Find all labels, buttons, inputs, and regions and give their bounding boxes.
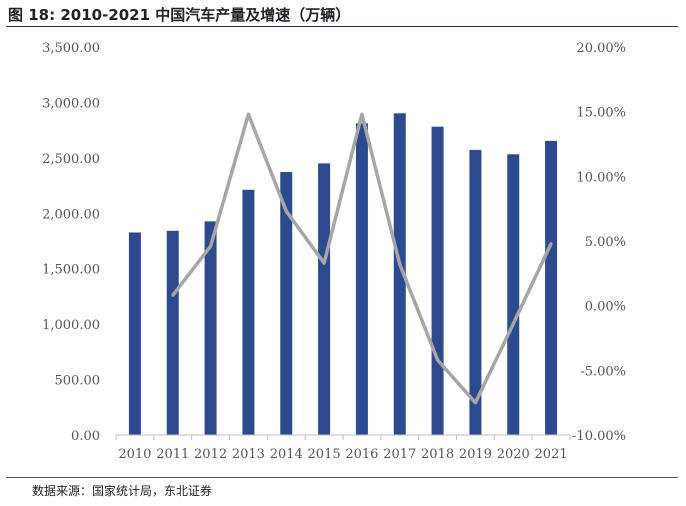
bar-2015 (318, 163, 331, 435)
growth-point-2011 (171, 293, 175, 297)
y-right-tick-label: 5.00% (585, 235, 626, 250)
growth-point-2015 (322, 261, 326, 265)
x-tick-label: 2012 (194, 447, 227, 462)
bar-2014 (280, 172, 293, 435)
bar-2016 (355, 123, 368, 435)
growth-point-2016 (360, 112, 364, 116)
y-right-tick-label: 20.00% (576, 41, 626, 56)
title-rule (6, 26, 678, 27)
growth-line-series (171, 112, 553, 405)
growth-point-2017 (398, 262, 402, 266)
x-tick-label: 2011 (156, 447, 189, 462)
y-left-tick-label: 3,000.00 (42, 96, 100, 111)
y-left-tick-label: 1,000.00 (42, 318, 100, 333)
y-right-tick-label: 10.00% (576, 170, 626, 185)
y-left-tick-label: 500.00 (55, 374, 101, 389)
bar-2012 (204, 221, 217, 435)
y-left-tick-label: 2,000.00 (42, 207, 100, 222)
growth-point-2021 (549, 242, 553, 246)
x-tick-label: 2020 (497, 447, 530, 462)
bar-2017 (393, 113, 406, 435)
bar-2013 (242, 189, 255, 435)
y-axis-left: 0.00 500.00 1,000.00 1,500.00 2,000.00 2,500.… (42, 41, 100, 444)
y-left-tick-label: 2,500.00 (42, 152, 100, 167)
x-tick-label: 2010 (118, 447, 151, 462)
bar-2021 (545, 140, 558, 435)
source-note: 数据来源：国家统计局，东北证券 (32, 484, 213, 498)
growth-point-2013 (246, 112, 250, 116)
bar-2011 (166, 230, 179, 435)
x-tick-label: 2016 (345, 447, 378, 462)
y-right-tick-label: -10.00% (572, 429, 626, 444)
growth-point-2018 (436, 358, 440, 362)
bar-series (128, 113, 558, 436)
x-tick-label: 2015 (308, 447, 341, 462)
bar-2019 (469, 149, 482, 435)
bar-2018 (431, 126, 444, 435)
y-right-tick-label: -5.00% (580, 364, 626, 379)
y-left-tick-label: 3,500.00 (42, 41, 100, 56)
bar-2020 (507, 154, 520, 436)
growth-point-2020 (511, 322, 515, 326)
x-tick-label: 2013 (232, 447, 265, 462)
y-left-tick-label: 1,500.00 (42, 263, 100, 278)
growth-point-2014 (284, 209, 288, 213)
x-tick-label: 2017 (383, 447, 416, 462)
bar-2010 (128, 232, 141, 435)
y-axis-right: -10.00% -5.00% 0.00% 5.00% 10.00% 15.00% 20.00… (572, 41, 626, 444)
x-tick-label: 2019 (459, 447, 492, 462)
x-tick-label: 2021 (535, 447, 568, 462)
y-left-tick-label: 0.00 (71, 429, 100, 444)
growth-point-2019 (473, 401, 477, 405)
x-tick-label: 2014 (270, 447, 303, 462)
chart-title: 图 18: 2010-2021 中国汽车产量及增速（万辆） (8, 6, 351, 24)
growth-point-2012 (209, 244, 213, 248)
x-tick-label: 2018 (421, 447, 454, 462)
y-right-tick-label: 0.00% (585, 300, 626, 315)
source-rule (6, 477, 678, 478)
y-right-tick-label: 15.00% (576, 106, 626, 121)
x-axis: 2010 2011 2012 2013 2014 2015 2016 2017 2018 2019… (115, 435, 571, 462)
